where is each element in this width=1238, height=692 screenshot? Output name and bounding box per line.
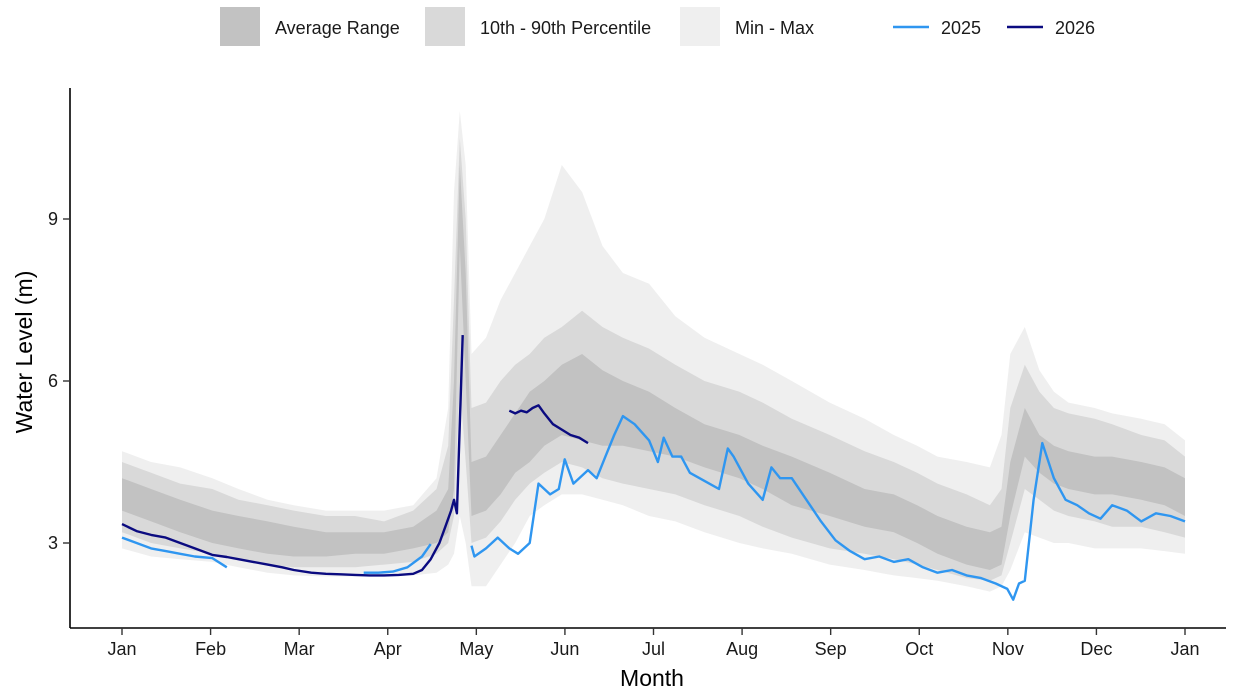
x-tick-label: Jan [1170,639,1199,659]
x-tick-label: May [459,639,493,659]
x-tick-label: Jan [107,639,136,659]
y-axis-title: Water Level (m) [11,271,37,434]
y-tick-label: 3 [48,533,58,553]
series-layer [121,335,1186,601]
legend-swatch-1 [220,7,260,46]
x-tick-label: Nov [992,639,1024,659]
legend-label: Average Range [275,18,400,38]
legend-label: 10th - 90th Percentile [480,18,651,38]
axes: Jan Feb Mar Apr May Jun Jul Aug Sep Oct Nov Dec Jan 3… [48,88,1226,659]
x-tick-label: Sep [815,639,847,659]
legend-swatch-2 [425,7,465,46]
legend-swatch-3 [680,7,720,46]
y-tick-label: 9 [48,209,58,229]
x-tick-label: Apr [374,639,402,659]
legend-label: 2025 [941,18,981,38]
x-tick-label: Feb [195,639,226,659]
series-line-2025-segment-3 [470,414,1186,601]
x-tick-label: Mar [284,639,315,659]
band-layer [122,111,1185,592]
series-line-2026-segment-1 [121,335,464,577]
series-line-2025-segment-1 [121,536,228,569]
band-min-max [122,111,1185,592]
x-axis-title: Month [620,665,684,691]
legend-label: 2026 [1055,18,1095,38]
series-line-2025-segment-2 [363,543,432,574]
legend: Average Range 10th - 90th Percentile Min -… [220,7,1095,46]
x-tick-label: Oct [905,639,933,659]
x-tick-label: Jul [642,639,665,659]
band-average-range [122,165,1185,570]
x-tick-label: Dec [1080,639,1112,659]
x-tick-label: Aug [726,639,758,659]
x-tick-label: Jun [550,639,579,659]
y-tick-label: 6 [48,371,58,391]
band-10th-90th-percentile [122,138,1185,581]
legend-label: Min - Max [735,18,814,38]
series-line-2026-segment-2 [508,404,589,445]
